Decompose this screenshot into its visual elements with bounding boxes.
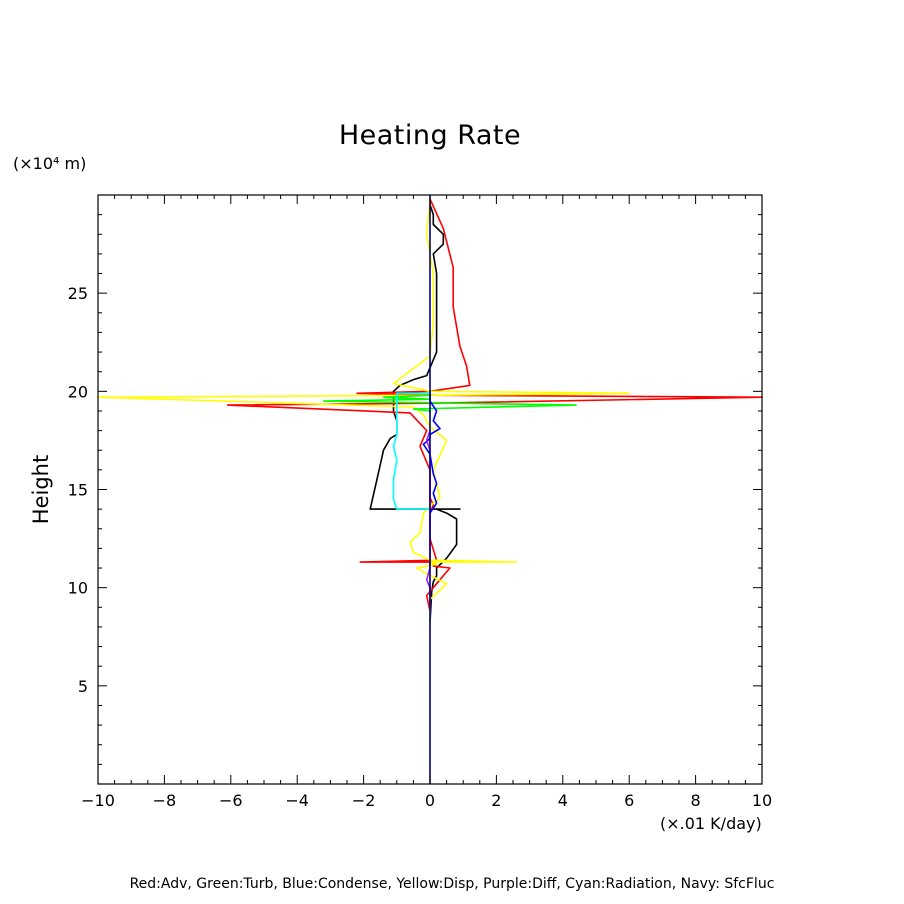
y-tick-label: 15 [68,481,88,500]
x-tick-label: 4 [558,791,568,810]
x-tick-label: 2 [491,791,501,810]
y-axis-unit: (×10⁴ m) [13,154,87,173]
x-tick-label: −2 [352,791,376,810]
x-tick-label: −8 [153,791,177,810]
series-line-cyan [392,392,430,510]
series-line-black [369,198,461,624]
x-tick-label: −6 [219,791,243,810]
chart-title: Heating Rate [338,120,522,151]
series-line-blue [422,391,441,514]
x-tick-label: 6 [624,791,634,810]
y-tick-label: 5 [78,677,88,696]
series-line-red [226,198,763,612]
x-tick-label: 0 [425,791,435,810]
y-tick-label: 20 [68,382,88,401]
y-tick-label: 25 [68,284,88,303]
x-tick-label: 8 [691,791,701,810]
x-tick-label: 10 [752,791,772,810]
series-line-green [322,391,577,413]
y-tick-label: 10 [68,579,88,598]
series-line-yellow [97,198,631,631]
legend-text: Red:Adv, Green:Turb, Blue:Condense, Yell… [129,876,775,892]
x-axis-unit: (×.01 K/day) [660,814,762,833]
series-layer [97,195,763,784]
y-axis-label: Height [29,455,53,524]
x-tick-label: −10 [81,791,115,810]
axes-layer: −10 −8 −6 −4 −2 0 2 4 6 8 10 5 10 15 20 25 Height [29,194,772,810]
x-tick-label: −4 [285,791,309,810]
